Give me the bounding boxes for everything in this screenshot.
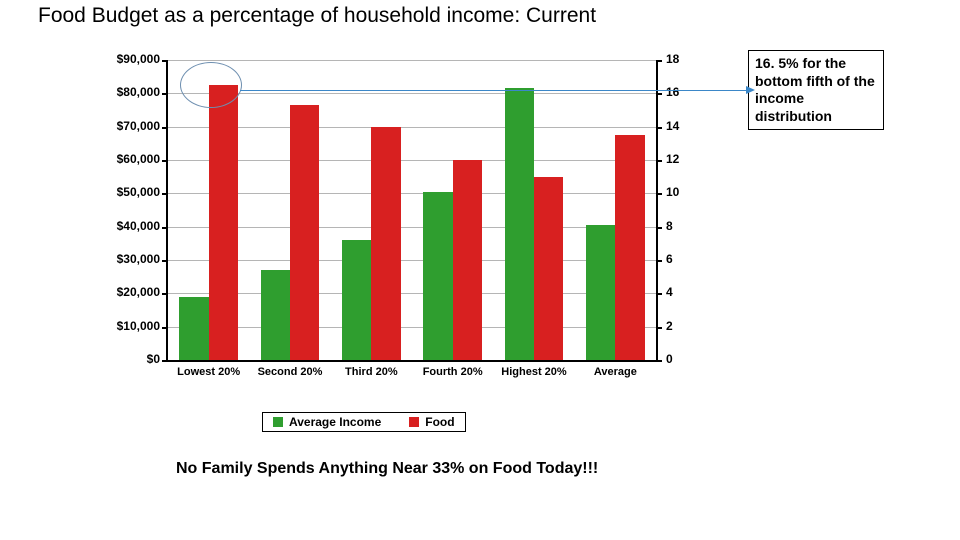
y-axis-right-label: 6 (666, 252, 673, 266)
y-axis-right-label: 2 (666, 319, 673, 333)
x-axis-category: Average (594, 366, 637, 378)
y-axis-left-label: $90,000 (102, 52, 160, 66)
arrow-annotation-line (240, 90, 746, 91)
bar-food (615, 135, 644, 360)
bar-income (179, 297, 208, 360)
y-tick-right (656, 360, 662, 362)
legend-item: Food (409, 415, 454, 429)
bar-food (371, 127, 400, 360)
y-tick-left (162, 360, 168, 362)
gridline (168, 193, 656, 194)
y-tick-right (656, 93, 662, 95)
bar-food (453, 160, 482, 360)
circle-annotation (180, 62, 242, 108)
y-tick-left (162, 260, 168, 262)
y-axis-left-label: $50,000 (102, 185, 160, 199)
gridline (168, 327, 656, 328)
y-tick-left (162, 327, 168, 329)
gridline (168, 160, 656, 161)
x-axis-category: Highest 20% (501, 366, 566, 378)
y-tick-left (162, 293, 168, 295)
y-axis-left-label: $40,000 (102, 219, 160, 233)
y-tick-right (656, 127, 662, 129)
y-tick-right (656, 227, 662, 229)
y-tick-left (162, 193, 168, 195)
plot-area: $00$10,0002$20,0004$30,0006$40,0008$50,0… (166, 60, 658, 362)
bar-income (586, 225, 615, 360)
y-axis-left-label: $70,000 (102, 119, 160, 133)
gridline (168, 293, 656, 294)
x-axis-category: Third 20% (345, 366, 398, 378)
x-axis-category: Fourth 20% (423, 366, 483, 378)
x-axis-category: Second 20% (258, 366, 323, 378)
arrow-annotation-head (746, 86, 755, 94)
y-axis-left-label: $10,000 (102, 319, 160, 333)
legend-label: Average Income (289, 415, 381, 429)
y-axis-right-label: 14 (666, 119, 679, 133)
legend: Average Income Food (262, 412, 466, 432)
gridline (168, 127, 656, 128)
y-axis-left-label: $60,000 (102, 152, 160, 166)
bar-income (505, 88, 534, 360)
bar-food (534, 177, 563, 360)
bar-food (209, 85, 238, 360)
y-axis-right-label: 16 (666, 85, 679, 99)
callout-annotation: 16. 5% for the bottom fifth of the incom… (748, 50, 884, 130)
y-tick-left (162, 60, 168, 62)
bar-income (261, 270, 290, 360)
y-tick-left (162, 93, 168, 95)
y-tick-left (162, 227, 168, 229)
bar-income (342, 240, 371, 360)
x-axis-category: Lowest 20% (177, 366, 240, 378)
y-axis-right-label: 0 (666, 352, 673, 366)
gridline (168, 227, 656, 228)
gridline (168, 60, 656, 61)
legend-swatch (409, 417, 419, 427)
legend-swatch (273, 417, 283, 427)
gridline (168, 93, 656, 94)
y-tick-right (656, 293, 662, 295)
y-tick-right (656, 327, 662, 329)
y-tick-left (162, 160, 168, 162)
y-axis-left-label: $0 (102, 352, 160, 366)
legend-label: Food (425, 415, 454, 429)
y-tick-right (656, 60, 662, 62)
y-axis-right-label: 12 (666, 152, 679, 166)
bar-income (423, 192, 452, 360)
y-axis-left-label: $20,000 (102, 285, 160, 299)
y-axis-right-label: 18 (666, 52, 679, 66)
y-tick-left (162, 127, 168, 129)
chart-caption: No Family Spends Anything Near 33% on Fo… (176, 460, 598, 478)
y-tick-right (656, 260, 662, 262)
y-axis-right-label: 8 (666, 219, 673, 233)
page-title: Food Budget as a percentage of household… (38, 4, 596, 28)
legend-item: Average Income (273, 415, 381, 429)
gridline (168, 260, 656, 261)
y-axis-right-label: 4 (666, 285, 673, 299)
y-tick-right (656, 160, 662, 162)
bar-food (290, 105, 319, 360)
y-axis-left-label: $30,000 (102, 252, 160, 266)
y-axis-left-label: $80,000 (102, 85, 160, 99)
slide-root: Food Budget as a percentage of household… (0, 0, 960, 540)
y-axis-right-label: 10 (666, 185, 679, 199)
y-tick-right (656, 193, 662, 195)
